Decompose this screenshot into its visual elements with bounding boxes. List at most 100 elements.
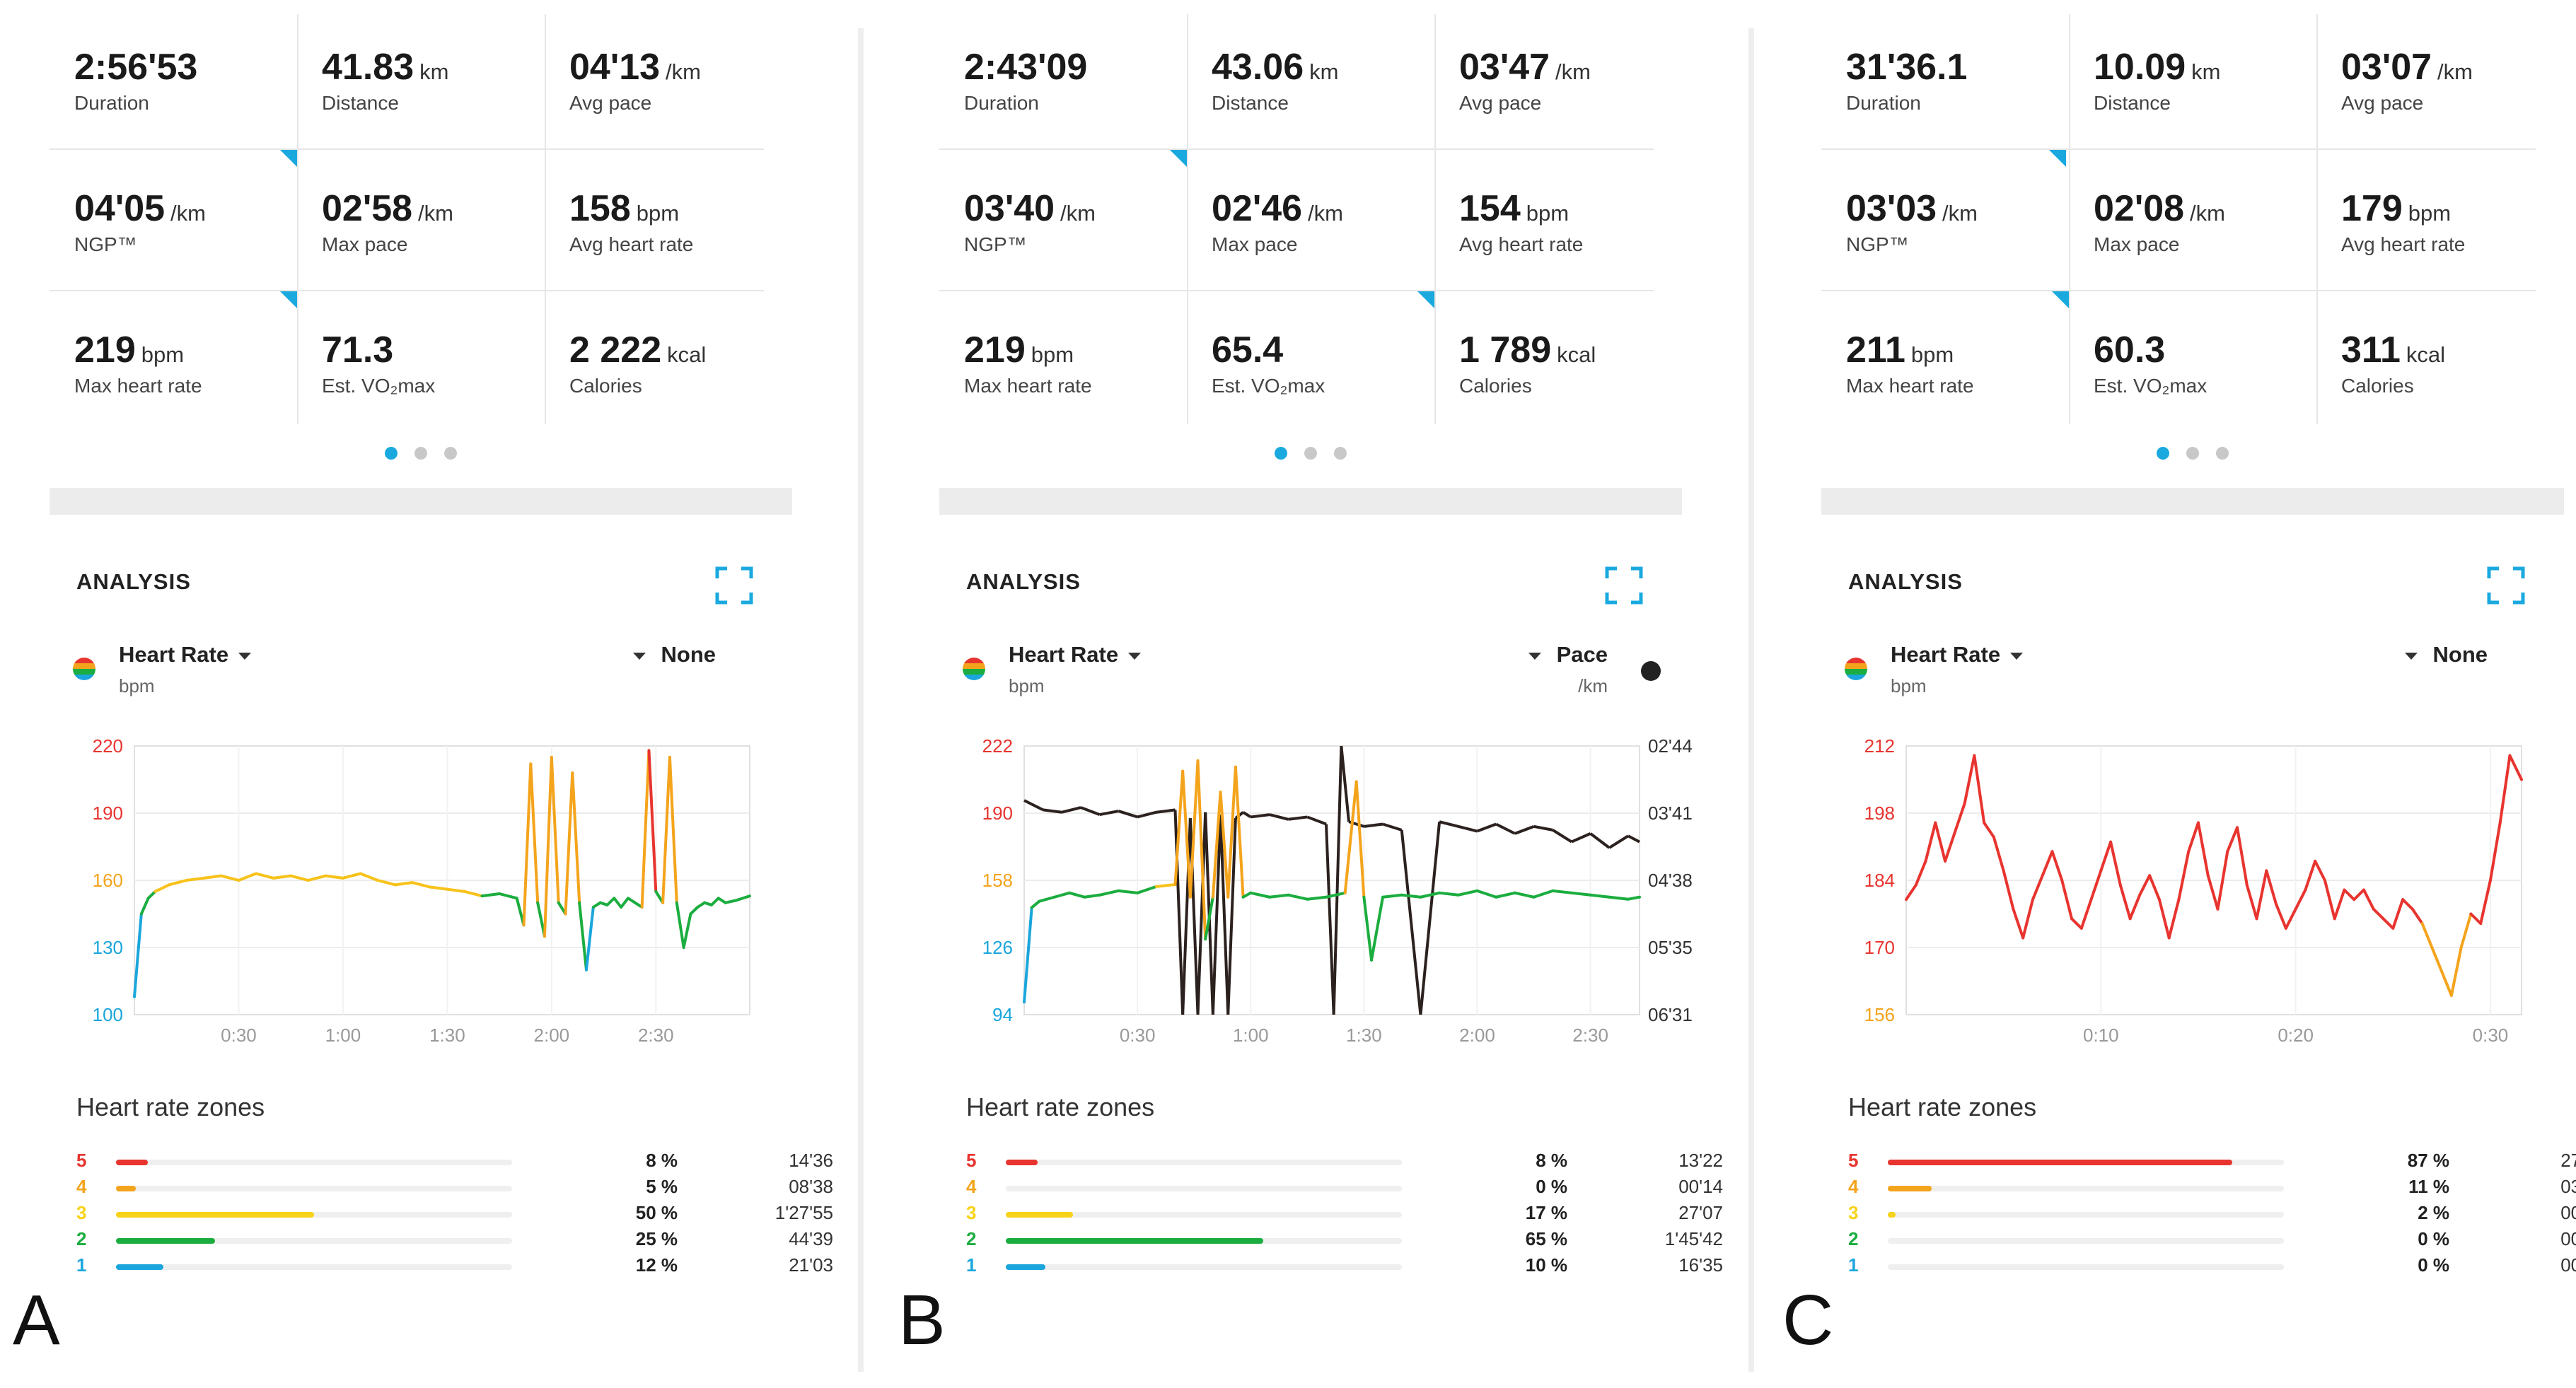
expand-icon[interactable] [1604, 566, 1644, 605]
secondary-metric-dropdown[interactable]: None [633, 642, 716, 667]
page-indicator[interactable] [1821, 447, 2564, 464]
zone-number: 5 [966, 1150, 976, 1172]
heart-rate-line-segment [2159, 899, 2169, 938]
page-dot-active[interactable] [2157, 447, 2169, 460]
heart-rate-line-segment [649, 750, 656, 892]
page-dot-active[interactable] [1275, 447, 1287, 460]
stat-unit: /km [1060, 201, 1096, 226]
zone-row: 110 %16'35 [966, 1254, 1659, 1278]
zone-time: 14'36 [692, 1150, 833, 1172]
heart-rate-line-segment [530, 764, 538, 902]
zone-number: 3 [76, 1202, 86, 1224]
heart-rate-line-segment [412, 882, 430, 887]
zone-number: 2 [966, 1228, 976, 1250]
stat-unit: kcal [2406, 342, 2445, 367]
heart-rate-line-segment [256, 874, 274, 878]
heart-rate-line-segment [1371, 897, 1383, 960]
heart-rate-line-segment [2286, 909, 2296, 928]
page-dot[interactable] [2216, 447, 2229, 460]
page-dot[interactable] [1304, 447, 1317, 460]
secondary-metric-dropdown[interactable]: Pace [1528, 642, 1608, 667]
panel-letter: C [1782, 1280, 1833, 1361]
heart-rate-line-segment [2052, 851, 2062, 880]
primary-metric-label: Heart Rate [1009, 642, 1118, 667]
zone-row: 10 %00'00 [1848, 1254, 2541, 1278]
heart-rate-line-segment [1307, 897, 1326, 899]
heart-rate-line-segment [2344, 890, 2354, 900]
stat-value-row: 04'13/km [569, 46, 701, 88]
zone-bar-track [1006, 1160, 1402, 1165]
page-dot[interactable] [1334, 447, 1347, 460]
zone-bar-fill [116, 1186, 136, 1191]
zone-bar-fill [1888, 1212, 1896, 1218]
stat-value: 179 [2341, 188, 2403, 229]
pace-line-segment [1289, 817, 1308, 819]
page-indicator[interactable] [50, 447, 792, 464]
primary-metric-dropdown[interactable]: Heart Rate [1891, 642, 2023, 667]
heart-rate-line-segment [1534, 891, 1553, 897]
heart-rate-chart[interactable]: 2121981841701560:100:200:30 [1814, 728, 2576, 1061]
primary-metric-dropdown[interactable]: Heart Rate [1009, 642, 1141, 667]
zone-time: 1'27'55 [692, 1202, 833, 1224]
secondary-metric-dropdown[interactable]: None [2405, 642, 2488, 667]
heart-rate-line-segment [572, 773, 579, 903]
stat-label: Max heart rate [74, 375, 202, 397]
corner-marker [1170, 150, 1187, 167]
stat-unit: km [2191, 59, 2220, 84]
expand-icon[interactable] [2486, 566, 2526, 605]
stat-unit: /km [2190, 201, 2225, 226]
secondary-metric-label: None [661, 642, 716, 667]
heart-rate-line-segment [2452, 947, 2461, 996]
page-dot[interactable] [444, 447, 457, 460]
grid-divider [939, 290, 1654, 291]
heart-rate-line-segment [2188, 823, 2198, 852]
heart-rate-line-segment [1420, 893, 1439, 897]
zone-row: 58 %13'22 [966, 1150, 1659, 1174]
heart-rate-line-segment [2111, 842, 2120, 885]
heart-rate-line-segment [2247, 885, 2257, 918]
x-tick-label: 2:30 [638, 1025, 674, 1046]
y-tick-label: 156 [1864, 1004, 1895, 1025]
page-dot[interactable] [414, 447, 427, 460]
heart-rate-line-segment [499, 894, 517, 898]
stat-cell: 311kcalCalories [2316, 297, 2564, 438]
heart-rate-line-segment [2510, 756, 2522, 780]
stat-unit: /km [666, 59, 701, 84]
stat-label: Max heart rate [964, 375, 1092, 397]
chevron-down-icon [1128, 653, 1141, 660]
stat-label: Duration [964, 92, 1039, 115]
stat-label: Avg pace [1459, 92, 1541, 115]
heart-rate-line-segment [1935, 823, 1945, 861]
zone-percent: 12 % [557, 1254, 678, 1276]
stat-cell: 71.3Est. VO₂max [297, 297, 545, 438]
primary-metric-dropdown[interactable]: Heart Rate [119, 642, 251, 667]
heart-rate-line-segment [1039, 897, 1054, 902]
zone-number: 4 [1848, 1176, 1858, 1198]
stat-value: 60.3 [2094, 329, 2165, 371]
heart-rate-line-segment [1906, 885, 1916, 899]
stat-cell: 41.83kmDistance [297, 14, 545, 156]
page-dot-active[interactable] [385, 447, 398, 460]
primary-metric-label: Heart Rate [119, 642, 228, 667]
zone-percent: 2 % [2329, 1202, 2449, 1224]
y-tick-label: 170 [1864, 937, 1895, 958]
y-tick-label: 130 [93, 937, 123, 958]
expand-icon[interactable] [714, 566, 754, 605]
pace-line-segment [1307, 817, 1326, 824]
stat-value: 03'40 [964, 188, 1055, 229]
grid-divider [2316, 14, 2318, 424]
heart-rate-chart[interactable]: 2221901581269402'4403'4104'3805'3506'310… [932, 728, 1710, 1061]
zone-row: 112 %21'03 [76, 1254, 770, 1278]
page-dot[interactable] [2186, 447, 2199, 460]
heart-rate-chart[interactable]: 2201901601301000:301:001:302:002:30 [42, 728, 820, 1061]
zone-number: 2 [76, 1228, 86, 1250]
stat-value: 31'36.1 [1846, 47, 1967, 88]
heart-rate-line-segment [690, 907, 697, 914]
stat-value-row: 03'07/km [2341, 46, 2473, 88]
grid-divider [1821, 148, 2536, 150]
heart-rate-line-segment [2013, 909, 2023, 938]
heart-rate-line-segment [1236, 767, 1243, 897]
pace-line-segment [1383, 824, 1402, 829]
heart-rate-line-segment [2335, 890, 2345, 919]
page-indicator[interactable] [939, 447, 1682, 464]
